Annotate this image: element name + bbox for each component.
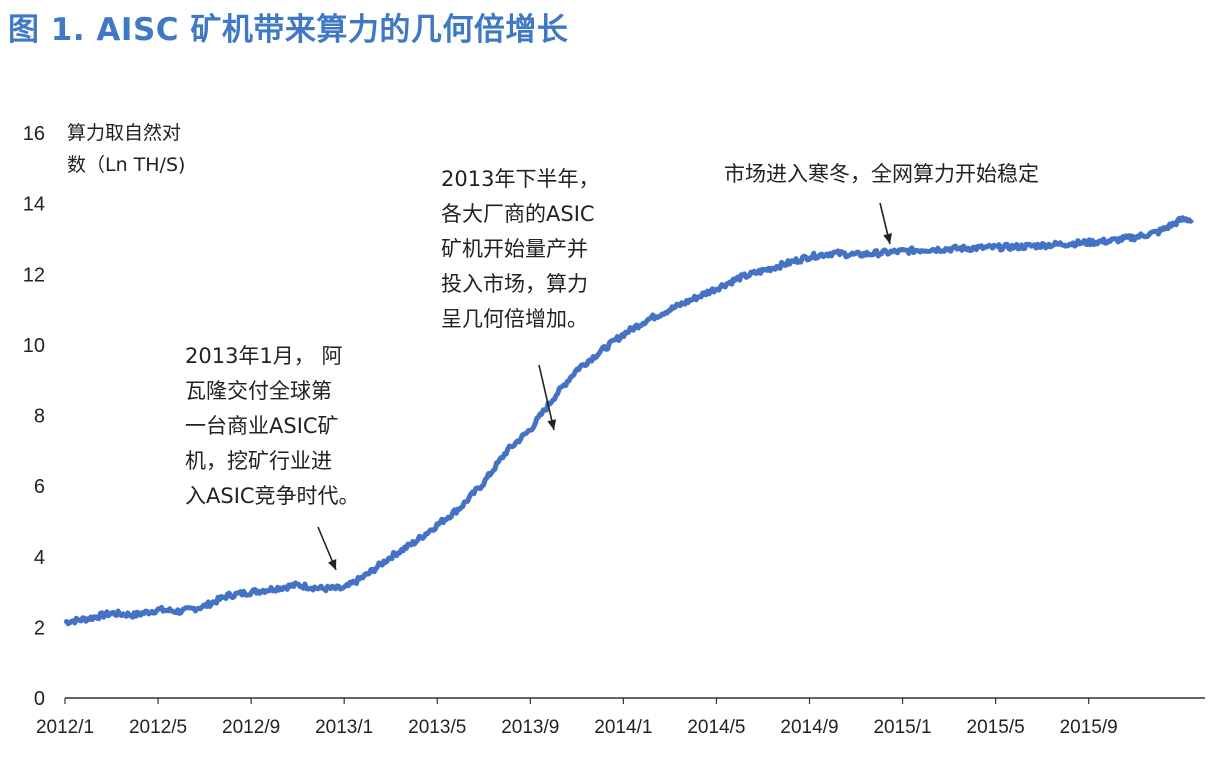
data-point xyxy=(738,276,741,279)
data-point xyxy=(249,590,253,594)
chart-annotations: 2013年1月， 阿瓦隆交付全球第一台商业ASIC矿机，挖矿行业进入ASIC竞争… xyxy=(185,162,1039,571)
data-point xyxy=(1110,239,1114,242)
annotation-text-line: 一台商业ASIC矿 xyxy=(185,414,339,438)
annotation-1: 2013年1月， 阿瓦隆交付全球第一台商业ASIC矿机，挖矿行业进入ASIC竞争… xyxy=(185,344,360,571)
data-point xyxy=(691,297,695,301)
arrow-head-icon xyxy=(883,233,892,244)
x-tick-label: 2012/1 xyxy=(36,717,94,738)
data-point xyxy=(924,248,928,251)
data-point xyxy=(854,253,858,257)
x-tick-label: 2012/5 xyxy=(129,717,187,738)
y-tick-label: 6 xyxy=(34,476,45,498)
data-point xyxy=(878,251,881,255)
x-tick-label: 2012/9 xyxy=(222,717,280,738)
y-tick-label: 2 xyxy=(34,617,45,639)
data-point xyxy=(901,250,904,253)
data-point xyxy=(1087,241,1090,244)
chart-ticks: 0 2 4 6 8 10 12 14 16 2012/1 2012/5 2012/9 2013/1 201… xyxy=(23,123,1118,738)
data-point xyxy=(831,251,834,255)
annotation-arrow xyxy=(538,364,555,431)
data-point xyxy=(203,604,206,608)
y-tick-label: 10 xyxy=(23,335,45,357)
x-tick-label: 2015/1 xyxy=(873,717,931,738)
data-point xyxy=(296,583,299,587)
x-tick-label: 2013/5 xyxy=(408,717,466,738)
x-tick-label: 2013/9 xyxy=(501,717,559,738)
y-axis-label-line: 数（Ln TH/S) xyxy=(67,154,185,176)
annotation-text-line: 矿机开始量产并 xyxy=(441,237,588,261)
data-point xyxy=(156,608,160,611)
y-tick-label: 12 xyxy=(23,264,45,286)
data-point xyxy=(598,350,602,354)
data-point xyxy=(1064,242,1067,246)
data-point xyxy=(342,587,346,590)
data-point xyxy=(180,610,183,613)
data-point xyxy=(761,269,765,272)
data-point xyxy=(273,587,276,590)
data-point xyxy=(366,573,369,576)
data-point xyxy=(319,587,323,590)
data-point xyxy=(668,308,672,311)
data-point xyxy=(808,255,811,258)
data-point xyxy=(389,555,392,558)
annotation-text-line: 投入市场，算力 xyxy=(441,272,588,296)
series-line xyxy=(64,215,1195,627)
annotation-text-line: 入ASIC竞争时代。 xyxy=(185,484,360,508)
arrow-head-icon xyxy=(327,559,337,570)
annotation-text-line: 呈几何倍增加。 xyxy=(441,307,588,331)
plot-area xyxy=(63,215,1195,627)
annotation-text-line: 机，挖矿行业进 xyxy=(185,449,332,473)
x-tick-label: 2015/5 xyxy=(967,717,1025,738)
data-point xyxy=(1134,235,1137,239)
arrow-head-icon xyxy=(547,419,557,430)
data-point xyxy=(785,262,788,265)
data-point xyxy=(529,428,532,431)
y-tick-label: 14 xyxy=(23,194,45,216)
annotation-text-line: 市场进入寒冬，全网算力开始稳定 xyxy=(724,162,1039,186)
y-tick-label: 8 xyxy=(34,406,45,428)
figure-title: 图 1. AISC 矿机带来算力的几何倍增长 xyxy=(8,12,569,48)
y-tick-label: 4 xyxy=(34,547,45,569)
x-tick-label: 2014/5 xyxy=(687,717,745,738)
data-point xyxy=(622,333,625,336)
data-point xyxy=(715,287,718,290)
data-point xyxy=(645,318,648,322)
data-point xyxy=(1157,230,1160,234)
annotation-text-line: 瓦隆交付全球第 xyxy=(185,379,332,403)
data-point xyxy=(482,481,485,484)
data-point xyxy=(459,506,462,509)
data-point xyxy=(226,594,230,597)
data-point xyxy=(1017,245,1021,248)
data-point xyxy=(110,612,113,615)
annotation-text-line: 2013年1月， 阿 xyxy=(185,344,342,368)
data-point xyxy=(575,368,579,371)
x-tick-label: 2014/1 xyxy=(594,717,652,738)
data-point xyxy=(412,541,416,544)
annotation-text-line: 2013年下半年， xyxy=(441,167,599,191)
data-point xyxy=(1040,244,1044,247)
annotation-text-line: 各大厂商的ASIC xyxy=(441,202,595,226)
data-point xyxy=(994,246,997,249)
data-point xyxy=(87,617,90,620)
x-tick-label: 2015/9 xyxy=(1060,717,1118,738)
annotation-3: 市场进入寒冬，全网算力开始稳定 xyxy=(724,162,1039,245)
x-tick-label: 2014/9 xyxy=(780,717,838,738)
data-point xyxy=(971,246,974,250)
y-tick-label: 0 xyxy=(34,688,45,710)
data-point xyxy=(63,620,67,624)
data-point xyxy=(552,396,555,400)
data-point xyxy=(505,449,509,453)
data-point xyxy=(947,247,951,251)
data-point xyxy=(436,523,439,527)
data-point xyxy=(133,613,136,617)
y-tick-label: 16 xyxy=(23,123,45,145)
data-point xyxy=(1180,218,1183,221)
x-tick-label: 2013/1 xyxy=(315,717,373,738)
y-axis-label-line: 算力取自然对 xyxy=(67,122,181,144)
